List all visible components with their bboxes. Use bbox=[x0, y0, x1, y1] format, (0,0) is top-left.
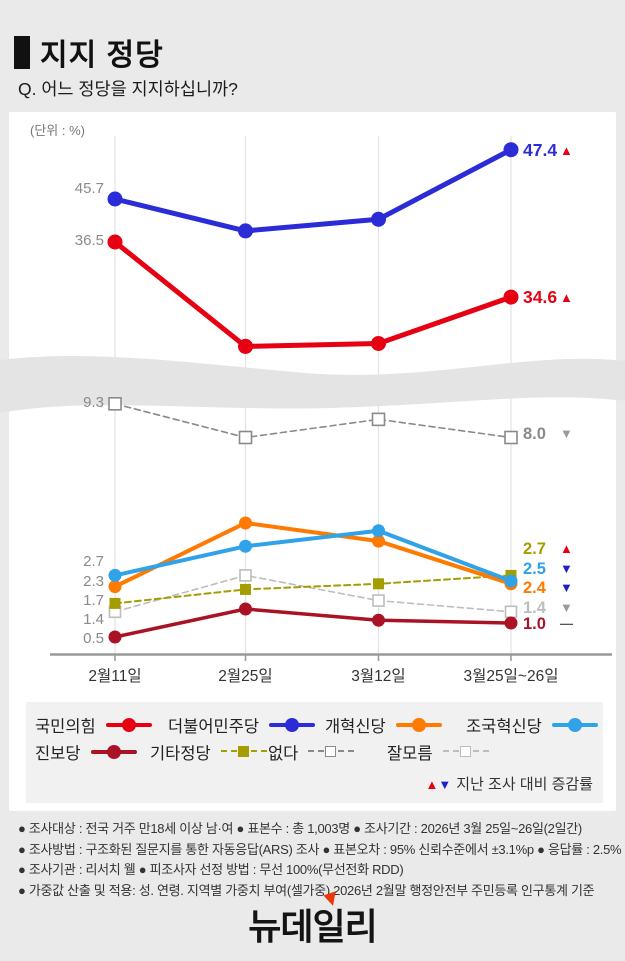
title-bar-icon bbox=[14, 35, 30, 69]
legend-label-others: 기타정당 bbox=[150, 745, 211, 763]
legend-change-note: ▲▼ 지난 조사 대비 증감률 bbox=[426, 773, 593, 794]
legend-symbol-none-icon bbox=[308, 744, 355, 760]
legend-label-dont-know: 잘모름 bbox=[387, 745, 433, 763]
legend-label-reform: 개혁신당 bbox=[325, 718, 386, 736]
legend-item-rebuilding-korea: 조국혁신당 bbox=[466, 714, 598, 736]
legend-symbol-rebuilding-korea-icon bbox=[551, 717, 598, 733]
unit-label: (단위 : %) bbox=[30, 123, 85, 138]
legend-item-peoples-power: 국민의힘 bbox=[35, 714, 152, 736]
footer-note-line: ● 조사기관 : 리서치 웰 ● 피조사자 선정 방법 : 무선 100%(무선… bbox=[18, 862, 404, 877]
legend-label-democratic: 더불어민주당 bbox=[168, 718, 260, 736]
legend-note-text: 지난 조사 대비 증감률 bbox=[456, 776, 593, 793]
legend-label-peoples-power: 국민의힘 bbox=[35, 718, 96, 736]
up-triangle-icon: ▲ bbox=[425, 777, 439, 792]
brand-logo-text: 뉴데일리 bbox=[248, 891, 378, 950]
legend-symbol-others-icon bbox=[220, 744, 267, 760]
legend-label-none: 없다 bbox=[268, 745, 299, 763]
legend-item-dont-know: 잘모름 bbox=[387, 741, 489, 763]
legend-label-rebuilding-korea: 조국혁신당 bbox=[466, 718, 542, 736]
legend-item-reform: 개혁신당 bbox=[325, 714, 442, 736]
legend-item-democratic: 더불어민주당 bbox=[168, 714, 316, 736]
survey-methodology-notes: ● 조사대상 : 전국 거주 만18세 이상 남·여 ● 표본수 : 총 1,0… bbox=[18, 819, 622, 901]
legend-item-others: 기타정당 bbox=[150, 741, 267, 763]
legend-symbol-reform-icon bbox=[395, 717, 442, 733]
down-triangle-icon: ▼ bbox=[438, 777, 452, 792]
page-title: 지지 정당 bbox=[40, 39, 164, 72]
footer-note-line: ● 조사방법 : 구조화된 질문지를 통한 자동응답(ARS) 조사 ● 표본오… bbox=[18, 841, 622, 857]
legend-symbol-jinbo-icon bbox=[90, 744, 137, 760]
legend-symbol-peoples-power-icon bbox=[105, 717, 152, 733]
footer-note-line: ● 조사대상 : 전국 거주 만18세 이상 남·여 ● 표본수 : 총 1,0… bbox=[18, 821, 582, 836]
legend-symbol-democratic-icon bbox=[269, 717, 316, 733]
legend-item-none: 없다 bbox=[268, 741, 355, 763]
legend-item-jinbo: 진보당 bbox=[35, 741, 137, 763]
header: 지지 정당 bbox=[14, 30, 164, 74]
legend-symbol-dont-know-icon bbox=[442, 744, 489, 760]
brand-logo: 뉴데일리 bbox=[0, 891, 625, 950]
footer-note-line: ● 가중값 산출 및 적용: 성. 연령. 지역별 가중치 부여(셀가중) 20… bbox=[18, 882, 595, 898]
legend-label-jinbo: 진보당 bbox=[35, 745, 81, 763]
survey-question: Q. 어느 정당을 지지하십니까? bbox=[18, 79, 238, 99]
